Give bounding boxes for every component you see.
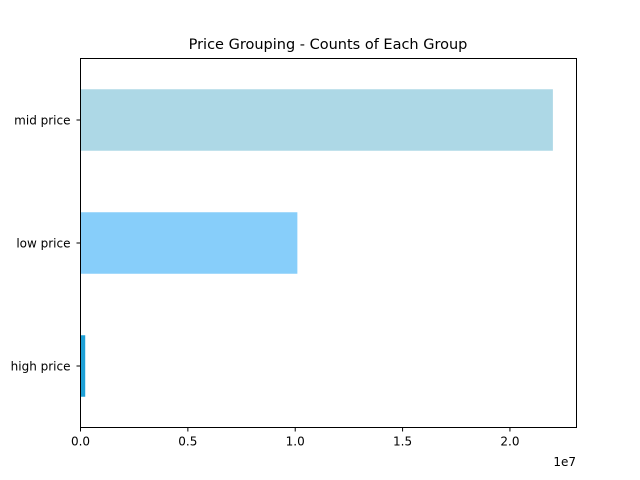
bar-mid-price <box>80 89 553 151</box>
x-tick-label: 2.0 <box>500 435 519 449</box>
x-axis-offset-label: 1e7 <box>553 455 576 469</box>
x-tick-label: 0.5 <box>178 435 197 449</box>
x-tick-label: 1.5 <box>393 435 412 449</box>
plot-frame <box>80 58 577 428</box>
bars-group <box>80 89 553 397</box>
y-axis-ticks: high price low price mid price <box>11 114 81 374</box>
x-axis-ticks: 0.0 0.5 1.0 1.5 2.0 <box>71 427 519 449</box>
y-tick-label: mid price <box>14 114 70 128</box>
x-tick-label: 1.0 <box>286 435 305 449</box>
x-tick-label: 0.0 <box>71 435 90 449</box>
bar-low-price <box>80 212 298 274</box>
chart-title: Price Grouping - Counts of Each Group <box>189 37 468 53</box>
y-tick-label: low price <box>16 237 70 251</box>
bar-high-price <box>80 335 86 397</box>
y-tick-label: high price <box>11 360 71 374</box>
